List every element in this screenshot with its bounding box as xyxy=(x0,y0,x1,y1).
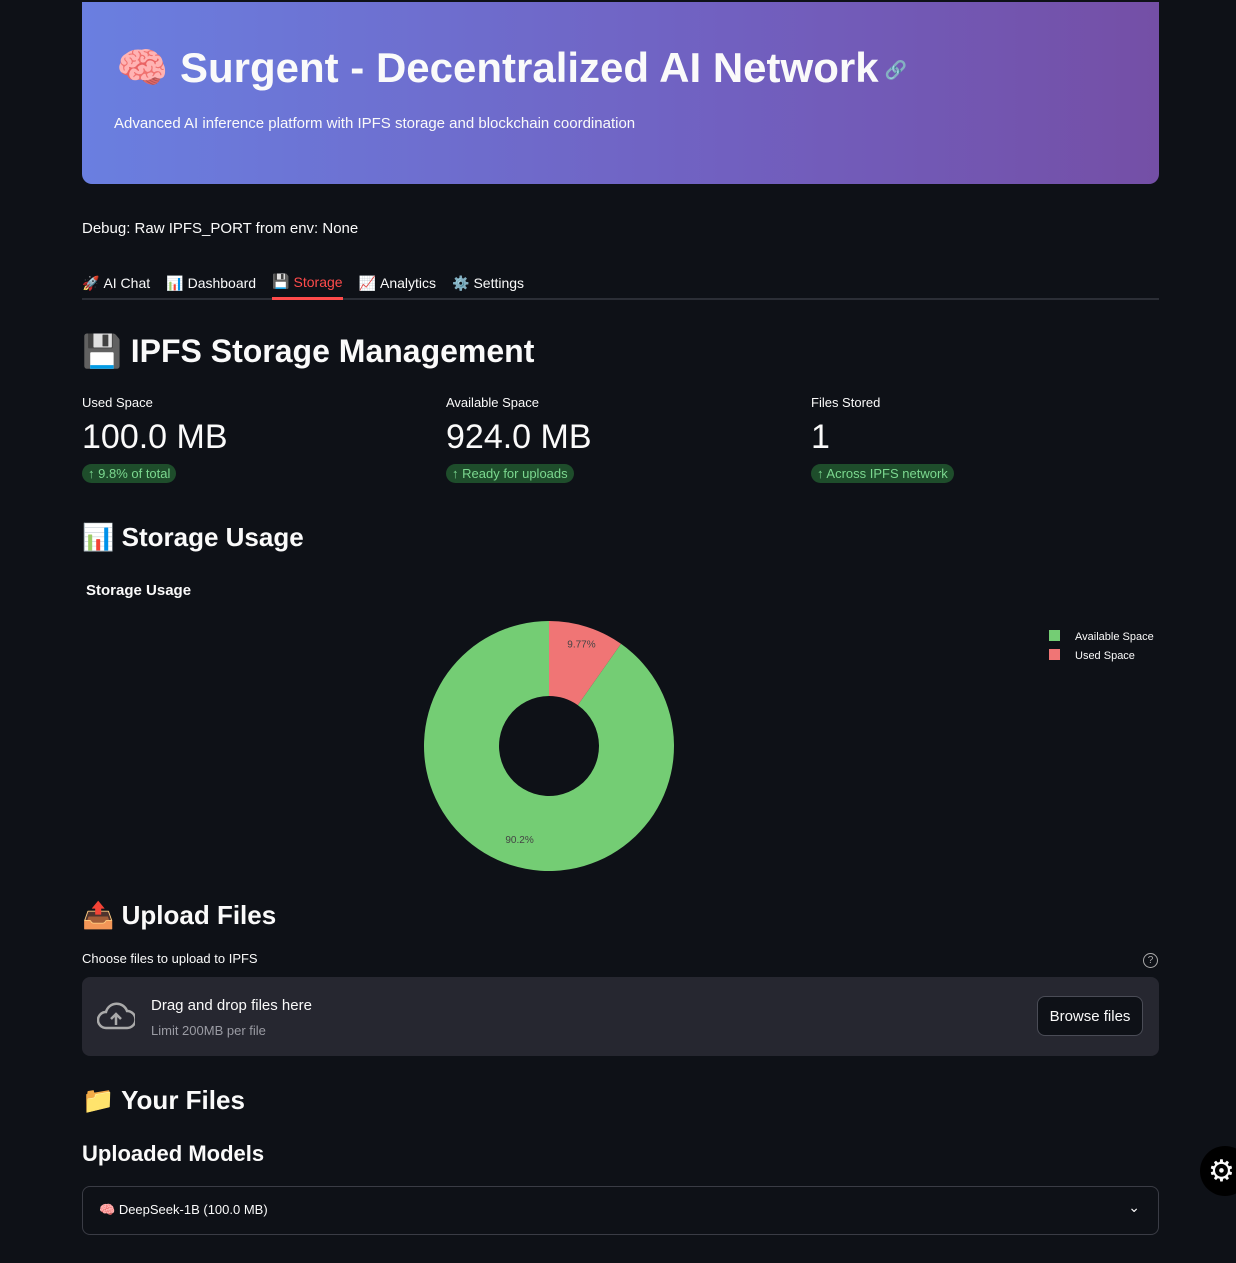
metric-delta-text: Ready for uploads xyxy=(462,466,568,481)
tab-bar: 🚀 AI Chat 📊 Dashboard 💾 Storage 📈 Analytics ⚙️ Se… xyxy=(82,266,1159,300)
tab-label: Storage xyxy=(293,273,343,290)
app-title-text: Surgent - Decentralized AI Network xyxy=(179,44,879,91)
chevron-down-icon: ⌄ xyxy=(1128,1199,1140,1215)
slice-label: 90.2% xyxy=(505,835,533,846)
legend-swatch[interactable] xyxy=(1049,630,1060,641)
legend-swatch[interactable] xyxy=(1049,649,1060,660)
upload-heading-text: Upload Files xyxy=(121,900,277,930)
tab-analytics[interactable]: 📈 Analytics xyxy=(359,266,436,300)
metric-card: Files Stored 1 ↑ Across IPFS network xyxy=(811,395,954,483)
metric-delta-text: Across IPFS network xyxy=(826,466,948,481)
browse-files-button[interactable]: Browse files xyxy=(1037,996,1143,1036)
tab-ai-chat[interactable]: 🚀 AI Chat xyxy=(82,266,150,300)
metric-label: Used Space xyxy=(82,395,153,410)
storage-donut-chart: 90.2% Available Space 9.77% Used Space xyxy=(423,621,1154,871)
tab-storage[interactable]: 💾 Storage xyxy=(272,266,343,300)
tab-label: Settings xyxy=(473,275,525,291)
upload-limit: Limit 200MB per file xyxy=(151,1023,266,1038)
header-banner: 🧠 Surgent - Decentralized AI Network 🔗 Ad… xyxy=(82,2,1159,184)
drop-text: Drag and drop files here xyxy=(151,997,312,1014)
slice-used-space[interactable] xyxy=(549,621,621,706)
metric-value: 924.0 MB xyxy=(446,418,592,456)
page-title-text: IPFS Storage Management xyxy=(130,333,535,369)
app-subtitle: Advanced AI inference platform with IPFS… xyxy=(114,115,636,132)
assistant-widget-icon[interactable]: ⚙ xyxy=(1200,1146,1236,1196)
your-files-heading-text: Your Files xyxy=(121,1085,245,1115)
chart-title: Storage Usage xyxy=(86,582,192,599)
tab-settings[interactable]: ⚙️ Settings xyxy=(452,266,524,300)
metric-card: Available Space 924.0 MB ↑ Ready for upl… xyxy=(446,395,592,483)
metric-value: 100.0 MB xyxy=(82,418,228,456)
metric-label: Available Space xyxy=(446,395,539,410)
upload-heading: 📤 Upload Files xyxy=(82,900,276,931)
brain-icon: 🧠 xyxy=(99,1202,116,1217)
link-icon[interactable]: 🔗 xyxy=(884,60,907,81)
slice-available-space[interactable] xyxy=(423,621,674,871)
your-files-heading: 📁 Your Files xyxy=(82,1085,245,1116)
metric-value: 1 xyxy=(811,418,830,456)
metric-delta: ↑ 9.8% of total xyxy=(82,464,177,483)
metric-delta: ↑ Ready for uploads xyxy=(446,464,574,483)
metric-delta: ↑ Across IPFS network xyxy=(811,464,954,483)
cloud-upload-icon xyxy=(97,1002,135,1030)
debug-text: Debug: Raw IPFS_PORT from env: None xyxy=(82,220,359,237)
tab-icon: 🚀 xyxy=(82,274,100,291)
legend-label[interactable]: Used Space xyxy=(1075,650,1135,662)
brain-icon: 🧠 xyxy=(116,44,169,91)
model-item-label: 🧠 DeepSeek-1B (100.0 MB) xyxy=(99,1202,268,1218)
model-expander[interactable]: 🧠 DeepSeek-1B (100.0 MB) ⌄ xyxy=(82,1186,1159,1235)
tab-icon: ⚙️ xyxy=(452,274,470,291)
storage-usage-heading-text: Storage Usage xyxy=(121,522,304,552)
tab-icon: 📈 xyxy=(358,274,376,291)
metric-card: Used Space 100.0 MB ↑ 9.8% of total xyxy=(82,395,228,483)
tab-dashboard[interactable]: 📊 Dashboard xyxy=(166,266,256,300)
tab-icon: 📊 xyxy=(166,274,184,291)
uploaded-models-heading: Uploaded Models xyxy=(82,1141,265,1166)
bar-chart-icon: 📊 xyxy=(82,522,115,552)
folder-icon: 📁 xyxy=(82,1085,115,1115)
metric-label: Files Stored xyxy=(811,395,881,410)
tab-label: Dashboard xyxy=(187,275,257,291)
storage-usage-heading: 📊 Storage Usage xyxy=(82,522,304,553)
page-title: 💾 IPFS Storage Management xyxy=(82,332,534,370)
legend-label[interactable]: Available Space xyxy=(1075,631,1154,643)
outbox-tray-icon: 📤 xyxy=(82,900,115,930)
tab-label: Analytics xyxy=(380,275,437,291)
file-dropzone[interactable]: Drag and drop files here Limit 200MB per… xyxy=(82,977,1159,1056)
tab-label: AI Chat xyxy=(103,275,151,291)
metric-delta-text: 9.8% of total xyxy=(98,466,171,481)
floppy-disk-icon: 💾 xyxy=(82,333,122,369)
help-icon[interactable]: ? xyxy=(1143,953,1158,968)
upload-label: Choose files to upload to IPFS xyxy=(82,951,258,966)
tab-icon: 💾 xyxy=(272,273,290,289)
model-item-text: DeepSeek-1B (100.0 MB) xyxy=(118,1202,268,1217)
slice-label: 9.77% xyxy=(567,640,595,651)
app-title: 🧠 Surgent - Decentralized AI Network 🔗 xyxy=(116,44,907,93)
